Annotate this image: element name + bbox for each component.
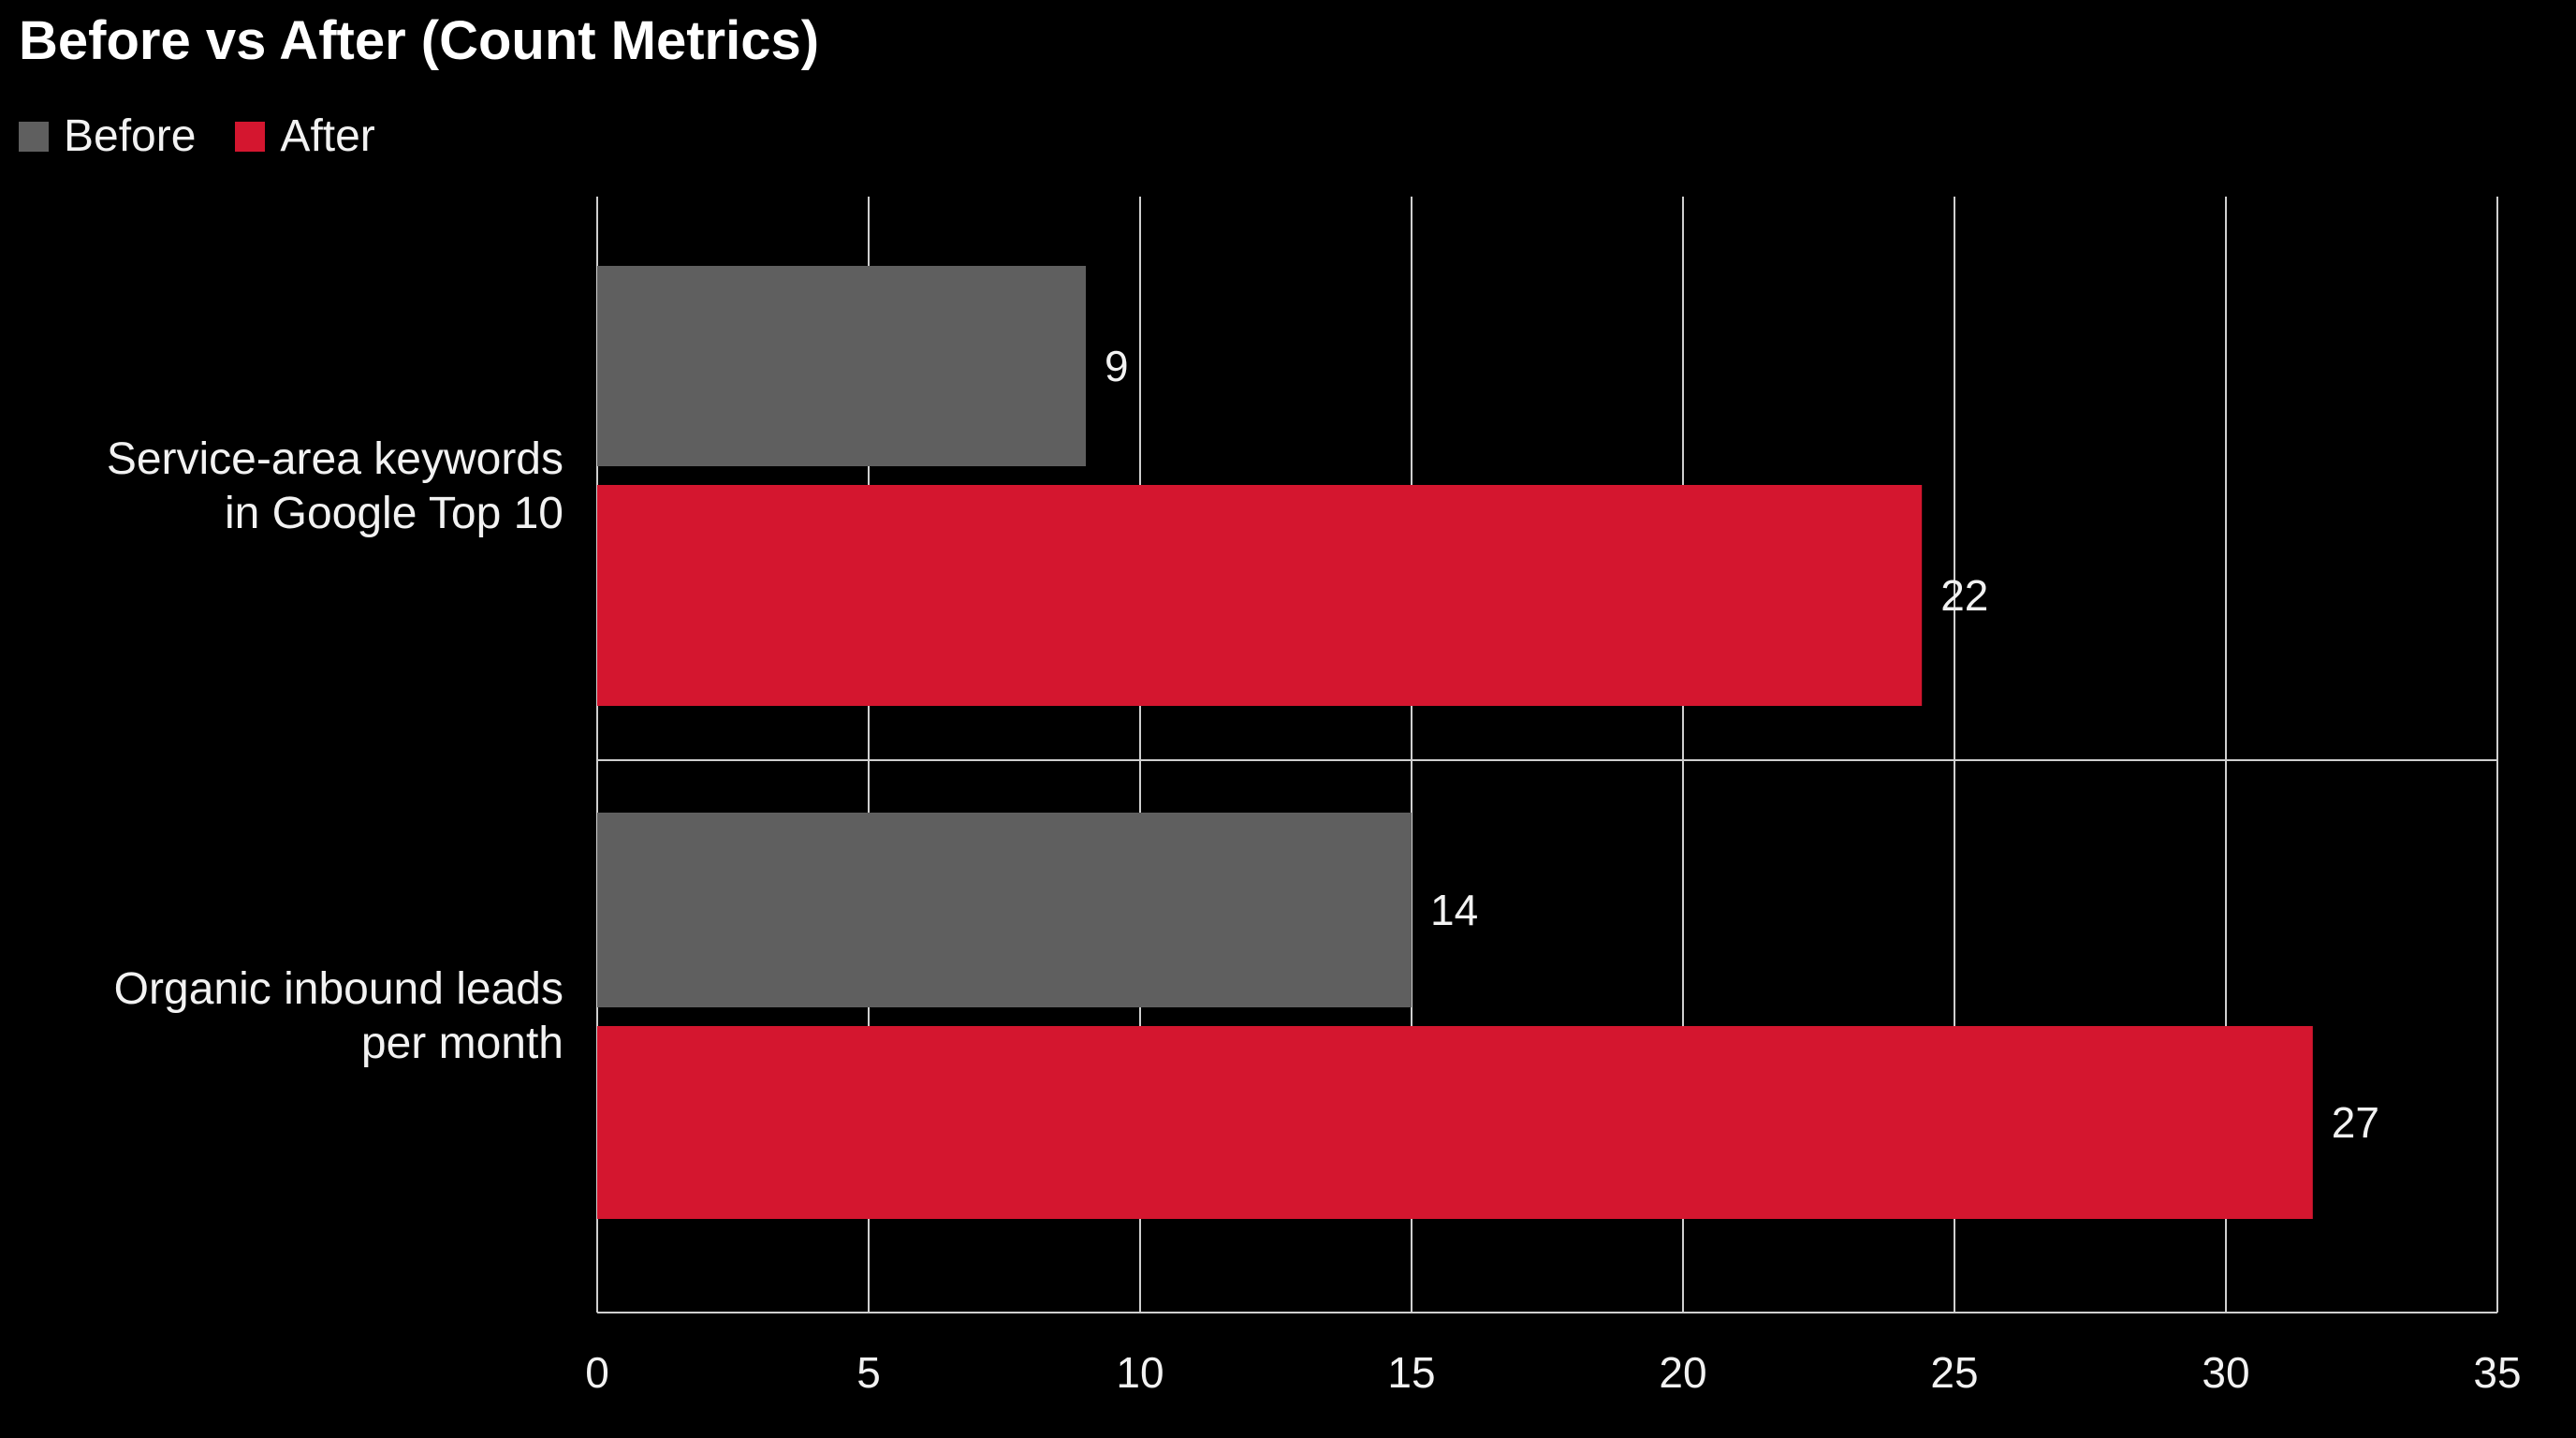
legend-item-before: Before [19, 110, 196, 162]
bar-after-0 [597, 485, 1923, 706]
bar-before-0 [597, 266, 1086, 466]
value-label-before-0: 9 [1105, 342, 1129, 390]
value-label-before-1: 14 [1430, 886, 1478, 934]
legend-swatch-after [235, 121, 266, 152]
value-label-after-0: 22 [1940, 571, 1988, 620]
bars [597, 266, 2313, 1219]
category-label-0-line-0: Service-area keywords [107, 434, 564, 484]
legend: Before After [19, 110, 415, 162]
category-label-1-line-1: per month [361, 1019, 564, 1068]
x-tick-label: 20 [1659, 1348, 1706, 1397]
legend-label-after: After [280, 111, 375, 161]
x-tick-label: 5 [856, 1348, 881, 1397]
category-label-1-line-0: Organic inbound leads [114, 964, 564, 1014]
x-tick-label: 10 [1116, 1348, 1164, 1397]
x-tick-label: 15 [1387, 1348, 1435, 1397]
legend-item-after: After [235, 110, 375, 162]
x-tick-label: 25 [1930, 1348, 1978, 1397]
labels: 0 5 10 15 20 25 30 35 9 22 Service-area keywords in… [107, 342, 2522, 1397]
bar-before-1 [597, 813, 1412, 1007]
value-label-after-1: 27 [2332, 1098, 2379, 1147]
bar-after-1 [597, 1026, 2313, 1219]
chart-title: Before vs After (Count Metrics) [19, 10, 820, 71]
legend-swatch-before [19, 121, 49, 152]
legend-label-before: Before [64, 111, 197, 161]
x-tick-label: 0 [585, 1348, 609, 1397]
x-tick-label: 30 [2202, 1348, 2249, 1397]
category-label-0-line-1: in Google Top 10 [225, 489, 564, 538]
x-tick-label: 35 [2473, 1348, 2521, 1397]
